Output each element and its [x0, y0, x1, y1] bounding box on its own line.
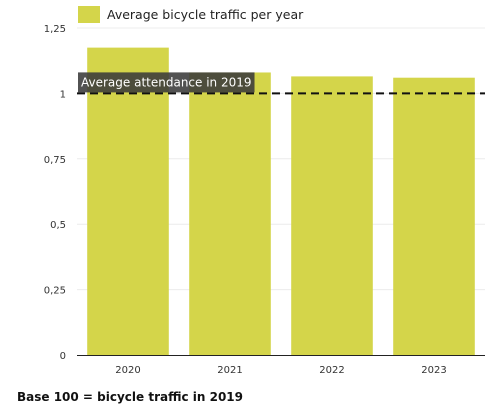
bar	[189, 72, 271, 356]
x-tick-label: 2022	[319, 365, 344, 376]
bars	[87, 47, 475, 356]
y-tick-label: 0,25	[44, 286, 66, 297]
x-tick-label: 2023	[421, 365, 446, 376]
bar-chart: 0 0,25 0,5 0,75 1 1,25 2020 2021 2022 2023 Avera…	[44, 6, 485, 376]
legend-swatch	[78, 6, 100, 23]
x-tick-label: 2020	[115, 365, 140, 376]
reference-line-label: Average attendance in 2019	[81, 75, 252, 89]
legend: Average bicycle traffic per year	[78, 6, 304, 23]
bar	[393, 77, 475, 355]
y-axis-ticks: 0 0,25 0,5 0,75 1 1,25	[44, 24, 66, 362]
bar	[291, 76, 373, 356]
y-tick-label: 0,5	[50, 220, 66, 231]
legend-label: Average bicycle traffic per year	[107, 7, 304, 22]
y-tick-label: 0	[60, 351, 66, 362]
reference-label-background	[78, 72, 255, 93]
y-tick-label: 1,25	[44, 24, 66, 35]
x-axis-ticks: 2020 2021 2022 2023	[115, 365, 446, 376]
y-tick-label: 1	[60, 89, 66, 100]
reference-line-group: Average attendance in 2019	[77, 72, 485, 95]
bar	[87, 47, 169, 356]
x-tick-label: 2021	[217, 365, 242, 376]
footnote: Base 100 = bicycle traffic in 2019	[17, 390, 244, 404]
y-tick-label: 0,75	[44, 155, 66, 166]
